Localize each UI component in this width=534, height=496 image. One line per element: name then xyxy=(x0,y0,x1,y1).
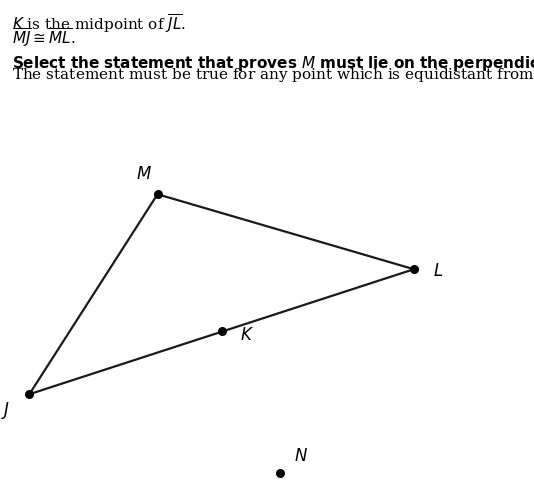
Text: The statement must be true for any point which is equidistant from $J$ and $L$.: The statement must be true for any point… xyxy=(12,65,534,84)
Text: $L$: $L$ xyxy=(433,262,443,280)
Text: $M$: $M$ xyxy=(136,166,152,183)
Text: $N$: $N$ xyxy=(294,448,308,465)
Text: $K$ is the midpoint of $\overline{JL}$.: $K$ is the midpoint of $\overline{JL}$. xyxy=(12,12,186,36)
Text: $\overline{MJ} \cong \overline{ML}$.: $\overline{MJ} \cong \overline{ML}$. xyxy=(12,27,75,51)
Text: $J$: $J$ xyxy=(1,400,10,421)
Text: $\mathbf{Select\ the\ statement\ that\ proves\ }$$M$$\mathbf{\ must\ lie\ on\ th: $\mathbf{Select\ the\ statement\ that\ p… xyxy=(12,52,534,75)
Text: $K$: $K$ xyxy=(240,327,254,344)
